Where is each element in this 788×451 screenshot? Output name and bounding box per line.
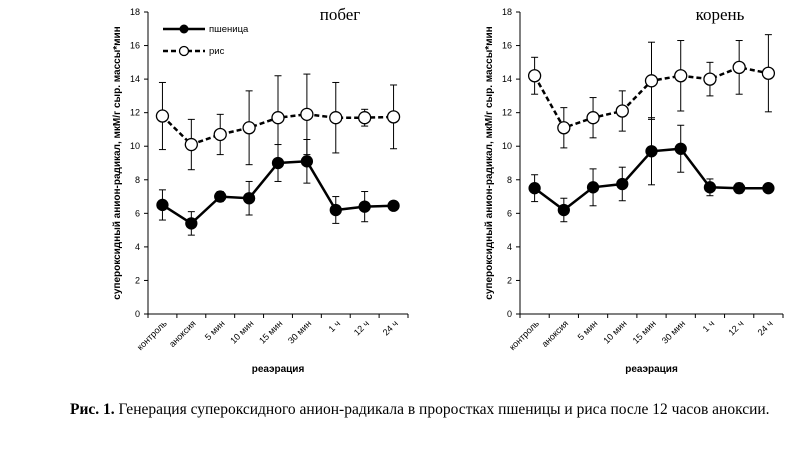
y-tick-label: 16 — [130, 41, 140, 51]
y-tick-label: 8 — [135, 175, 140, 185]
y-tick-label: 4 — [507, 242, 512, 252]
x-tick-label: 15 мин — [257, 318, 284, 345]
data-point — [329, 111, 343, 125]
series-wheat — [528, 117, 775, 223]
data-point — [586, 111, 600, 125]
x-tick-label: 5 мин — [203, 318, 227, 342]
y-tick-label: 4 — [135, 242, 140, 252]
y-tick-label: 16 — [502, 41, 512, 51]
y-tick-label: 8 — [507, 175, 512, 185]
data-point — [214, 190, 227, 203]
data-point — [761, 66, 776, 80]
x-tick-label: 30 мин — [286, 318, 313, 345]
y-tick-label: 10 — [502, 141, 512, 151]
data-point — [271, 111, 285, 125]
y-tick-label: 2 — [507, 275, 512, 285]
caption-label: Рис. 1. — [70, 401, 115, 418]
y-tick-label: 0 — [135, 309, 140, 319]
data-point — [300, 107, 314, 121]
data-point — [386, 110, 401, 124]
data-point — [586, 181, 600, 194]
x-tick-label: 12 ч — [352, 318, 371, 337]
y-tick-label: 18 — [502, 7, 512, 17]
panel-title: побег — [320, 5, 361, 24]
data-point — [329, 203, 342, 217]
y-tick-label: 12 — [502, 108, 512, 118]
data-point — [185, 217, 198, 230]
data-point — [674, 69, 688, 83]
data-point — [358, 200, 371, 213]
data-point — [387, 199, 400, 212]
legend-marker-wheat — [179, 24, 189, 34]
data-point — [155, 109, 170, 123]
y-tick-label: 0 — [507, 309, 512, 319]
data-point — [703, 181, 717, 194]
data-point — [156, 198, 169, 212]
x-tick-label: 30 мин — [660, 318, 687, 345]
figure-caption: Рис. 1. Генерация супероксидного анион-р… — [28, 398, 776, 421]
data-point — [615, 104, 629, 118]
y-tick-label: 14 — [130, 74, 140, 84]
y-tick-label: 6 — [135, 208, 140, 218]
data-point — [732, 60, 746, 75]
data-point — [557, 121, 571, 135]
data-point — [674, 142, 687, 155]
series-rice — [155, 73, 401, 171]
caption-text: Генерация супероксидного анион-радикала … — [114, 401, 770, 418]
data-point — [762, 182, 775, 195]
data-point — [242, 121, 256, 135]
data-point — [703, 72, 717, 86]
x-tick-label: 10 мин — [228, 318, 255, 345]
data-point — [733, 182, 746, 195]
series-wheat — [156, 139, 400, 236]
x-axis-title: реаэрация — [625, 364, 678, 375]
x-tick-label: аноксия — [167, 318, 198, 349]
legend-label-wheat: пшеница — [209, 24, 249, 35]
data-point — [242, 192, 256, 205]
x-tick-label: 10 мин — [601, 318, 628, 345]
x-tick-label: аноксия — [540, 318, 571, 349]
y-tick-label: 6 — [507, 208, 512, 218]
x-tick-label: 24 ч — [756, 318, 775, 337]
y-tick-label: 12 — [130, 108, 140, 118]
x-tick-label: 5 мин — [576, 318, 600, 342]
y-tick-label: 14 — [502, 74, 512, 84]
data-point — [300, 155, 314, 168]
series-rice — [527, 34, 776, 149]
y-axis-title: супероксидный анион-радикал, мкМ/г сыр. … — [112, 26, 123, 299]
x-tick-label: 1 ч — [326, 318, 342, 334]
data-point — [184, 137, 198, 152]
x-tick-label: 15 мин — [631, 318, 658, 345]
y-tick-label: 2 — [135, 275, 140, 285]
y-axis-title: супероксидный анион-радикал, мкМ/г сыр. … — [484, 26, 495, 299]
x-tick-label: 24 ч — [381, 318, 400, 337]
y-tick-label: 18 — [130, 7, 140, 17]
data-point — [557, 203, 570, 217]
x-axis-title: реаэрация — [252, 364, 305, 375]
data-point — [528, 182, 541, 195]
legend-marker-rice — [178, 45, 190, 57]
legend: пшеница рис — [163, 24, 249, 57]
y-tick-label: 10 — [130, 141, 140, 151]
x-tick-label: контроль — [135, 318, 169, 352]
panel-title: корень — [696, 5, 745, 24]
data-point — [213, 127, 227, 142]
data-point — [616, 177, 629, 191]
data-point — [527, 69, 542, 83]
x-tick-label: 12 ч — [726, 318, 745, 337]
data-point — [644, 74, 659, 88]
data-point — [358, 111, 372, 125]
data-point — [645, 145, 658, 158]
x-tick-label: контроль — [507, 318, 541, 352]
x-tick-label: 1 ч — [701, 318, 717, 334]
legend-label-rice: рис — [209, 46, 225, 57]
